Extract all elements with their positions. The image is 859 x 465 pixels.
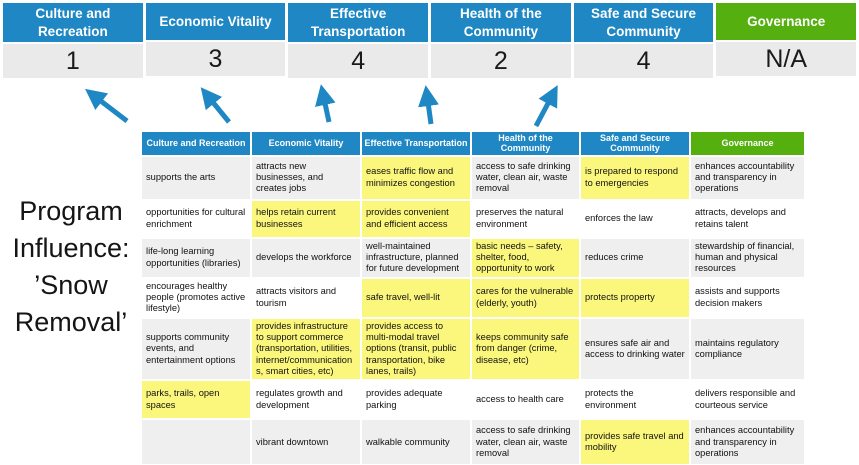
score-column-header: Economic Vitality (145, 3, 286, 40)
matrix-row: parks, trails, open spaces regulates grow… (142, 381, 804, 419)
score-column-header: Safe and Secure Community (573, 3, 714, 43)
matrix-cell: safe travel, well-lit (362, 278, 470, 317)
matrix-header: Governance (691, 132, 804, 155)
matrix-cell: basic needs – safety, shelter, food, opp… (472, 238, 579, 277)
matrix-cell: ensures safe air and access to drinking … (581, 318, 689, 380)
matrix-cell: regulates growth and development (252, 381, 360, 419)
score-value: 2 (431, 44, 571, 79)
matrix-cell: eases traffic flow and minimizes congest… (362, 156, 470, 199)
score-band: Culture and Recreation 1 Economic Vitality… (3, 3, 857, 79)
score-column-2: Effective Transportation 4 (288, 3, 429, 79)
matrix-cell: attracts, develops and retains talent (691, 200, 804, 237)
program-title-line: Program (19, 196, 123, 226)
matrix-cell: vibrant downtown (252, 420, 360, 465)
matrix-cell: reduces crime (581, 238, 689, 277)
matrix-header: Safe and Secure Community (581, 132, 689, 155)
matrix-header-row: Culture and Recreation Economic Vitality E… (142, 132, 804, 155)
matrix-cell: access to safe drinking water, clean air… (472, 420, 579, 465)
matrix-cell: helps retain current businesses (252, 200, 360, 237)
score-column-header: Culture and Recreation (3, 3, 143, 43)
matrix-cell: attracts visitors and tourism (252, 278, 360, 317)
matrix-cell: encourages healthy people (promotes acti… (142, 278, 250, 317)
score-value: 1 (3, 44, 143, 79)
matrix-cell: assists and supports decision makers (691, 278, 804, 317)
score-value: 3 (145, 42, 286, 76)
matrix-cell: is prepared to respond to emergencies (581, 156, 689, 199)
score-column-0: Culture and Recreation 1 (3, 3, 143, 79)
matrix-cell: provides convenient and efficient access (362, 200, 470, 237)
matrix-cell: access to safe drinking water, clean air… (472, 156, 579, 199)
score-column-5: Governance N/A (716, 3, 857, 78)
influence-matrix: Culture and Recreation Economic Vitality E… (140, 130, 806, 465)
matrix-row: opportunities for cultural enrichment hel… (142, 200, 804, 237)
score-column-3: Health of the Community 2 (431, 3, 571, 79)
matrix-cell: cares for the vulnerable (elderly, youth… (472, 278, 579, 317)
matrix-cell: protects property (581, 278, 689, 317)
matrix-row: life-long learning opportunities (librar… (142, 238, 804, 277)
matrix-cell: well-maintained infrastructure, planned … (362, 238, 470, 277)
matrix-cell: opportunities for cultural enrichment (142, 200, 250, 237)
program-title-line: Influence: (12, 233, 130, 263)
score-value: N/A (716, 42, 857, 76)
up-arrow-icon (418, 85, 439, 125)
matrix-cell: delivers responsible and courteous servi… (691, 381, 804, 419)
up-arrow-icon (85, 88, 129, 123)
score-column-1: Economic Vitality 3 (145, 3, 286, 78)
up-arrow-icon (533, 85, 558, 128)
matrix-body: supports the arts attracts new businesses… (142, 156, 804, 465)
matrix-cell: provides infrastructure to support comme… (252, 318, 360, 380)
matrix-cell: enhances accountability and transparency… (691, 156, 804, 199)
up-arrow-icon (315, 84, 336, 123)
up-arrow-icon (200, 87, 231, 124)
matrix-header: Economic Vitality (252, 132, 360, 155)
matrix-cell: provides adequate parking (362, 381, 470, 419)
matrix-cell (142, 420, 250, 465)
matrix-cell: supports the arts (142, 156, 250, 199)
matrix-cell: access to health care (472, 381, 579, 419)
score-column-4: Safe and Secure Community 4 (573, 3, 714, 79)
program-title-line: Removal’ (14, 307, 128, 337)
matrix-header: Culture and Recreation (142, 132, 250, 155)
matrix-row: encourages healthy people (promotes acti… (142, 278, 804, 317)
matrix-cell: keeps community safe from danger (crime,… (472, 318, 579, 380)
score-value: 4 (573, 44, 714, 79)
matrix-cell: preserves the natural environment (472, 200, 579, 237)
matrix-cell: maintains regulatory compliance (691, 318, 804, 380)
matrix-cell: provides access to multi-modal travel op… (362, 318, 470, 380)
matrix-cell: life-long learning opportunities (librar… (142, 238, 250, 277)
matrix-row: vibrant downtown walkable community access… (142, 420, 804, 465)
score-column-header: Effective Transportation (288, 3, 429, 43)
matrix-cell: develops the workforce (252, 238, 360, 277)
matrix-cell: walkable community (362, 420, 470, 465)
score-value: 4 (288, 44, 429, 79)
matrix-row: supports community events, and entertain… (142, 318, 804, 380)
program-title-line: ’Snow (34, 270, 108, 300)
matrix-cell: enhances accountability and transparency… (691, 420, 804, 465)
matrix-header: Health of the Community (472, 132, 579, 155)
matrix-header: Effective Transportation (362, 132, 470, 155)
matrix-cell: protects the environment (581, 381, 689, 419)
matrix-cell: attracts new businesses, and creates job… (252, 156, 360, 199)
matrix-cell: supports community events, and entertain… (142, 318, 250, 380)
score-column-header: Health of the Community (431, 3, 571, 43)
matrix-cell: parks, trails, open spaces (142, 381, 250, 419)
matrix-row: supports the arts attracts new businesses… (142, 156, 804, 199)
score-column-header: Governance (716, 3, 857, 40)
program-title: Program Influence: ’Snow Removal’ (0, 193, 142, 341)
matrix-cell: stewardship of financial, human and phys… (691, 238, 804, 277)
matrix-cell: provides safe travel and mobility (581, 420, 689, 465)
matrix-cell: enforces the law (581, 200, 689, 237)
